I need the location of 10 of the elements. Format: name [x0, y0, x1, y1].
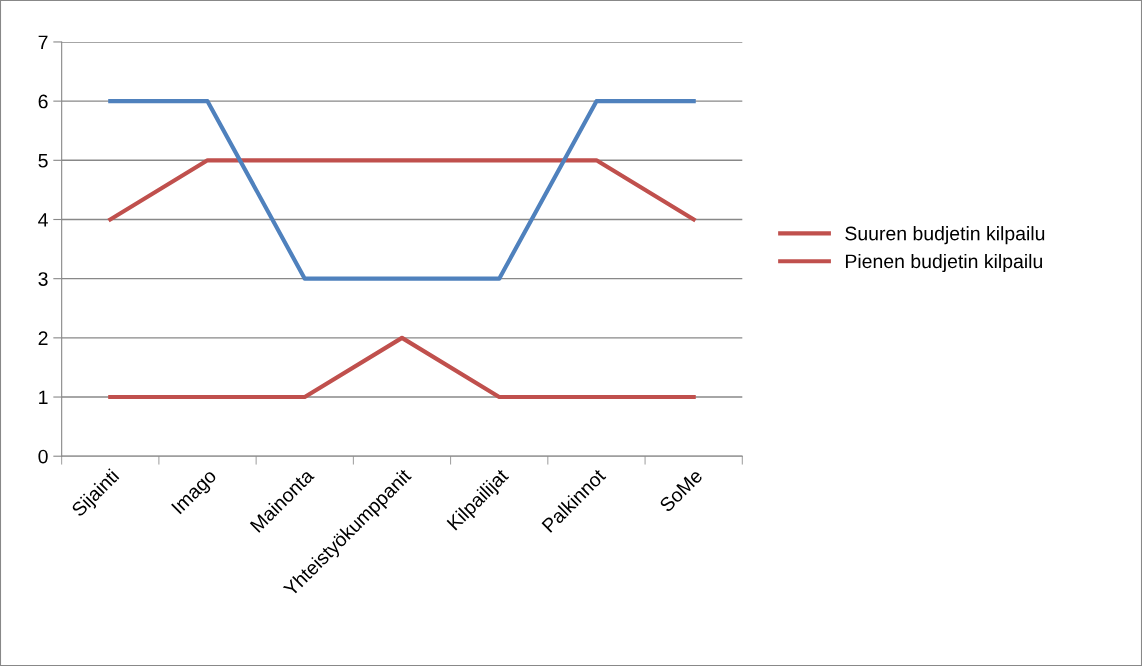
- y-tick-label: 1: [39, 390, 48, 405]
- y-tick-label: 5: [38, 153, 48, 168]
- legend-label: Pienen budjetin kilpailu: [845, 253, 1042, 273]
- y-tick-label: 3: [38, 272, 48, 286]
- y-tick-label: 0: [38, 449, 48, 464]
- y-tick-label: 2: [38, 331, 48, 345]
- y-tick-label: 7: [38, 35, 48, 49]
- legend-label: Suuren budjetin kilpailu: [845, 226, 1045, 245]
- y-tick-label: 6: [38, 94, 48, 109]
- y-tick-label: 4: [38, 213, 48, 227]
